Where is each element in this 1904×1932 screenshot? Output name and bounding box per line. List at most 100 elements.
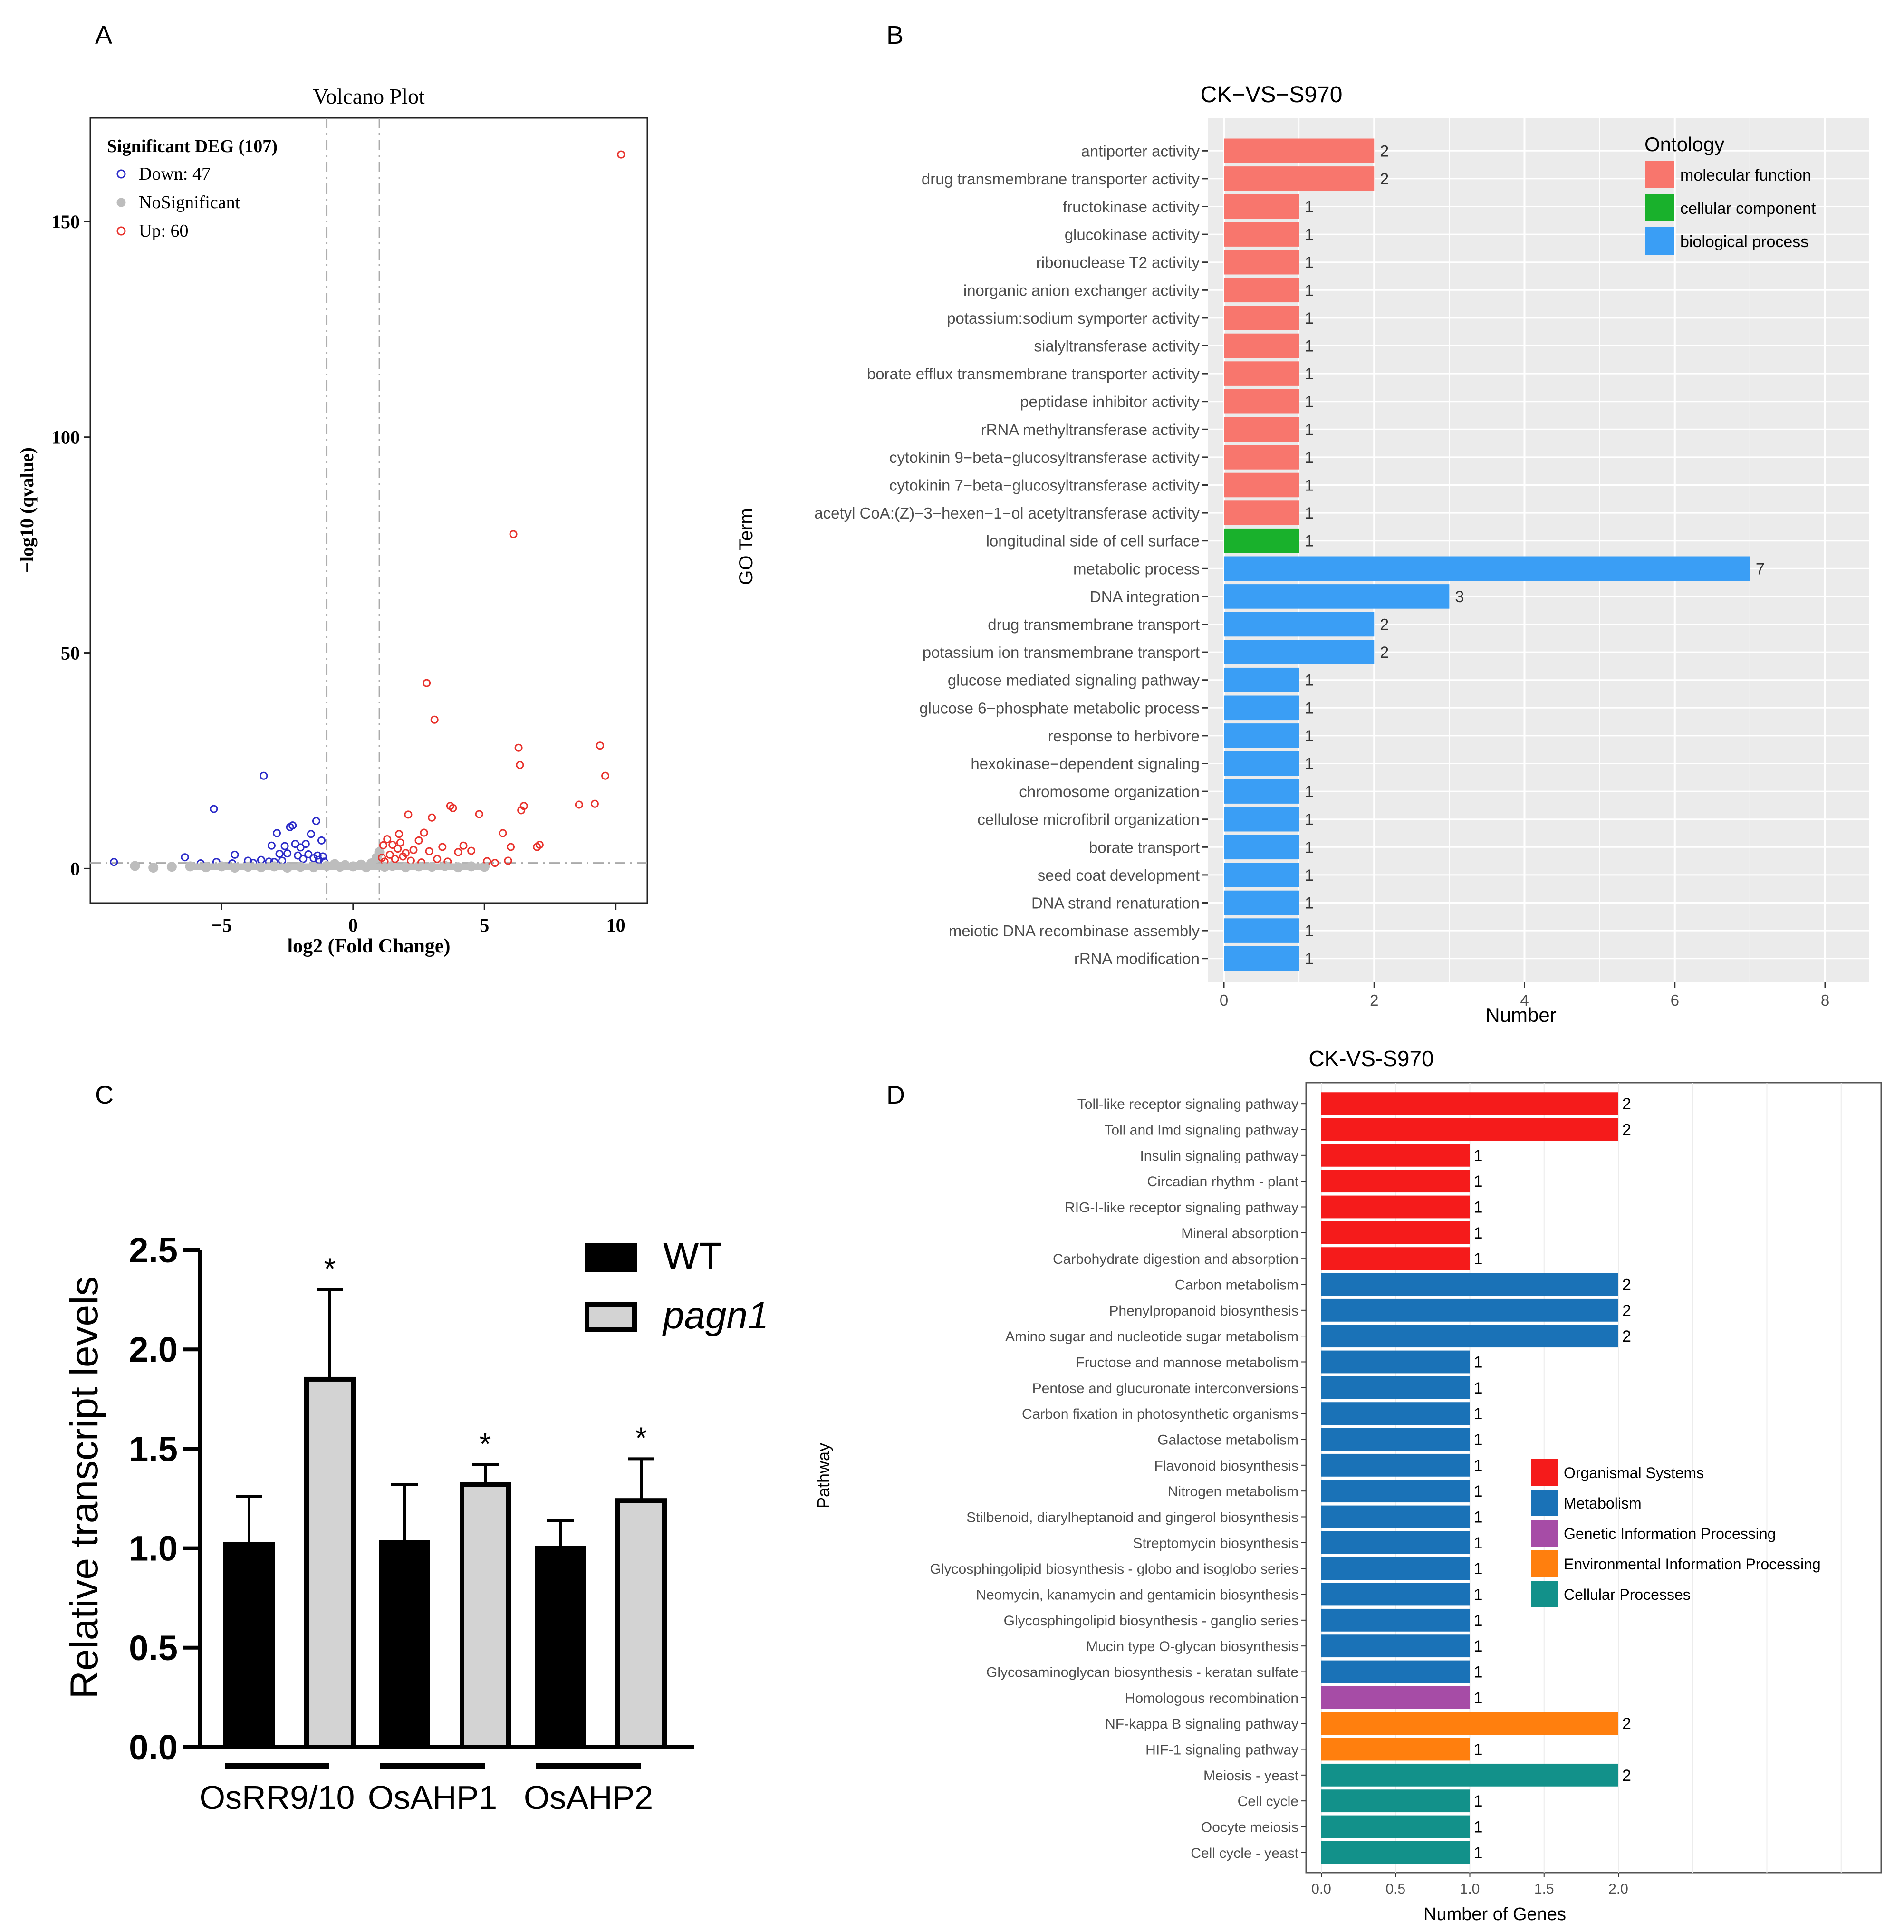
kegg-bar-value: 1 <box>1474 1250 1483 1268</box>
kegg-category-label: Fructose and mannose metabolism <box>1076 1355 1298 1371</box>
kegg-bar <box>1321 1608 1470 1632</box>
volcano-point <box>304 850 313 858</box>
kegg-x-tick-label: 2.0 <box>1608 1881 1628 1897</box>
volcano-point <box>601 771 610 780</box>
kegg-legend-swatch <box>1531 1490 1558 1516</box>
go-bar-value: 1 <box>1305 226 1314 244</box>
x-tick-label: 5 <box>480 914 489 936</box>
volcano-legend-marker <box>116 226 126 236</box>
kegg-category-label: Circadian rhythm - plant <box>1147 1174 1299 1190</box>
kegg-bar-value: 1 <box>1474 1354 1483 1372</box>
x-tick-label: −5 <box>212 914 232 936</box>
transcript-legend-label: pagn1 <box>662 1294 769 1336</box>
volcano-point <box>475 810 483 818</box>
go-category-label: cellulose microfibril organization <box>977 811 1200 828</box>
go-bar-value: 1 <box>1305 393 1314 411</box>
go-category-label: hexokinase−dependent signaling <box>971 755 1200 773</box>
kegg-bar-value: 1 <box>1474 1405 1483 1423</box>
kegg-bar-value: 1 <box>1474 1147 1483 1165</box>
kegg-bar-value: 1 <box>1474 1689 1483 1707</box>
kegg-bar-value: 1 <box>1474 1534 1483 1552</box>
volcano-point <box>590 799 599 808</box>
kegg-bar-value: 2 <box>1622 1767 1631 1785</box>
volcano-point <box>454 848 462 856</box>
volcano-point <box>391 855 399 863</box>
volcano-point <box>423 679 431 687</box>
kegg-bar-value: 2 <box>1622 1302 1631 1320</box>
go-bar <box>1224 890 1299 915</box>
kegg-category-label: Cell cycle - yeast <box>1191 1845 1298 1861</box>
panel-label-b: B <box>886 21 904 49</box>
volcano-point <box>312 817 320 826</box>
go-legend-title: Ontology <box>1644 133 1724 155</box>
go-category-label: potassium ion transmembrane transport <box>923 644 1200 661</box>
kegg-bar <box>1321 1815 1470 1838</box>
kegg-category-label: Cell cycle <box>1238 1794 1298 1809</box>
kegg-category-label: Insulin signaling pathway <box>1140 1148 1298 1164</box>
kegg-bar <box>1321 1686 1470 1709</box>
kegg-bar-value: 1 <box>1474 1792 1483 1810</box>
volcano-point <box>260 771 268 780</box>
kegg-bar-value: 1 <box>1474 1612 1483 1630</box>
kegg-category-labels: Toll-like receptor signaling pathway Toll… <box>930 1096 1306 1861</box>
transcript-bar <box>460 1482 511 1749</box>
go-bar-value: 1 <box>1305 365 1314 383</box>
volcano-point <box>318 852 327 861</box>
volcano-point <box>379 841 387 849</box>
kegg-bar-value: 1 <box>1474 1586 1483 1604</box>
kegg-x-tick-label: 1.0 <box>1460 1881 1480 1897</box>
transcript-category-labels: OsRR9/10 OsAHP1 OsAHP2 <box>200 1763 653 1816</box>
go-bar <box>1224 918 1299 943</box>
go-bar <box>1224 194 1299 219</box>
go-bar-value: 1 <box>1305 783 1314 801</box>
go-category-label: potassium:sodium symporter activity <box>947 309 1200 327</box>
go-category-label: borate transport <box>1089 838 1200 856</box>
go-category-label: sialyltransferase activity <box>1034 337 1200 355</box>
go-category-label: ribonuclease T2 activity <box>1036 254 1200 271</box>
kegg-bar <box>1321 1712 1618 1735</box>
y-tick-label: 50 <box>61 643 80 664</box>
go-category-label: rRNA modification <box>1074 950 1200 968</box>
kegg-category-label: NF-kappa B signaling pathway <box>1105 1716 1298 1732</box>
go-bar-value: 2 <box>1380 142 1389 160</box>
kegg-category-label: Nitrogen metabolism <box>1168 1484 1298 1499</box>
go-bar <box>1224 751 1299 776</box>
go-category-label: longitudinal side of cell surface <box>986 532 1200 550</box>
go-x-axis-label: Number <box>1485 1004 1556 1026</box>
go-category-label: metabolic process <box>1073 560 1200 577</box>
kegg-category-label: Glycosphingolipid biosynthesis - ganglio… <box>1004 1613 1298 1629</box>
kegg-bar <box>1321 1557 1470 1580</box>
go-bar <box>1224 863 1299 887</box>
kegg-bar <box>1321 1325 1618 1348</box>
kegg-bar <box>1321 1195 1470 1219</box>
volcano-point <box>385 850 394 859</box>
volcano-point <box>420 828 428 837</box>
go-category-label: seed coat development <box>1038 866 1200 884</box>
volcano-point <box>275 850 284 858</box>
go-category-label: glucose mediated signaling pathway <box>948 672 1200 689</box>
transcript-bar <box>379 1540 430 1750</box>
volcano-y-axis-label: −log10 (qvalue) <box>16 447 38 573</box>
go-bar-value: 1 <box>1305 922 1314 940</box>
go-x-tick-label: 0 <box>1220 991 1228 1009</box>
kegg-x-axis-label: Number of Genes <box>1423 1904 1566 1924</box>
transcript-legend-swatch <box>585 1302 637 1332</box>
go-bar <box>1224 472 1299 498</box>
volcano-point <box>110 858 118 866</box>
go-y-axis-label: GO Term <box>736 508 757 585</box>
go-bar <box>1224 500 1299 525</box>
volcano-point <box>516 761 524 769</box>
go-bar-value: 2 <box>1380 644 1389 662</box>
go-category-label: chromosome organization <box>1019 783 1200 800</box>
go-category-label: acetyl CoA:(Z)−3−hexen−1−ol acetyltransf… <box>814 504 1200 522</box>
go-category-label: glucose 6−phosphate metabolic process <box>919 699 1200 717</box>
volcano-point <box>401 849 410 857</box>
transcript-y-tick-label: 1.5 <box>129 1429 178 1469</box>
kegg-category-label: Pentose and glucuronate interconversions <box>1032 1381 1298 1396</box>
go-bar-value: 1 <box>1305 421 1314 439</box>
kegg-category-label: Stilbenoid, diarylheptanoid and gingerol… <box>966 1510 1298 1526</box>
go-bar-value: 1 <box>1305 254 1314 272</box>
kegg-bars: 2 2 1 1 1 1 1 2 2 2 1 1 1 1 1 1 1 1 1 1 1 1 1 1 2 1 2 1 1 1 <box>1321 1092 1631 1864</box>
y-tick-label: 0 <box>70 858 80 879</box>
